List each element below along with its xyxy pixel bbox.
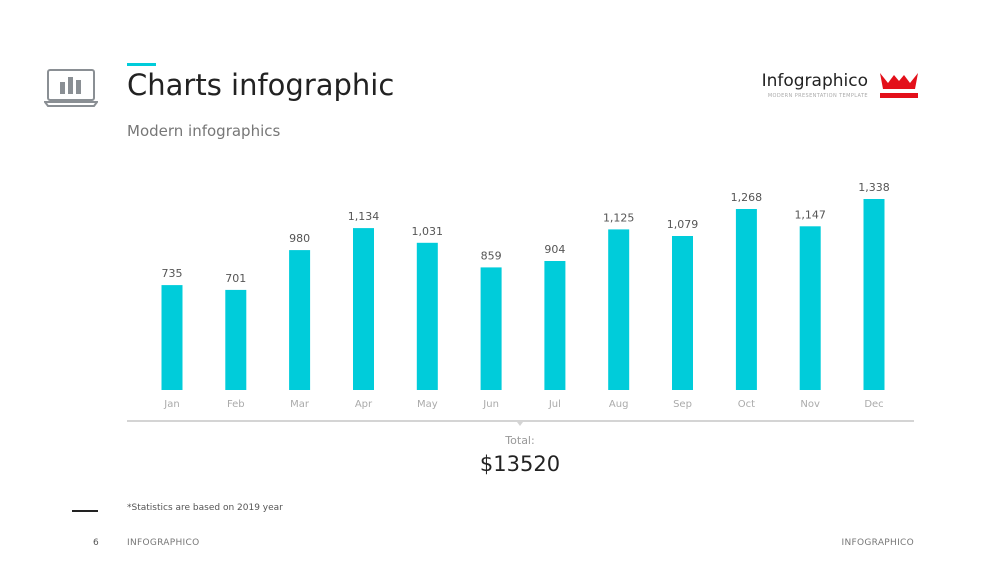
value-label-dec: 1,338 — [858, 181, 890, 194]
total-label: Total: — [505, 434, 535, 447]
value-label-nov: 1,147 — [794, 208, 826, 221]
value-label-may: 1,031 — [412, 225, 444, 238]
category-label-mar: Mar — [290, 399, 310, 410]
bar-oct — [735, 209, 757, 390]
title-accent-line — [127, 63, 156, 66]
value-label-mar: 980 — [289, 232, 310, 245]
category-label-dec: Dec — [864, 399, 883, 410]
bar-nov — [799, 226, 821, 390]
page-title: Charts infographic — [127, 68, 395, 102]
category-label-jul: Jul — [548, 399, 561, 410]
page-subtitle: Modern infographics — [127, 122, 281, 140]
category-label-feb: Feb — [227, 399, 245, 410]
axis-marker-icon — [517, 422, 523, 426]
category-label-nov: Nov — [800, 399, 820, 410]
brand-tagline: MODERN PRESENTATION TEMPLATE — [767, 93, 868, 99]
category-label-oct: Oct — [738, 399, 755, 410]
brand-name: Infographico — [761, 71, 868, 91]
total-value: $13520 — [479, 452, 561, 476]
footer-brand-left: INFOGRAPHICO — [127, 538, 200, 548]
bar-sep — [672, 236, 693, 390]
laptop-chart-icon — [44, 69, 98, 107]
value-label-feb: 701 — [225, 272, 246, 285]
category-label-jan: Jan — [163, 399, 179, 410]
bar-chart: 735 Jan 701 Feb 980 Mar 1,134 Apr 1,031 May 859 Jun… — [127, 181, 914, 426]
bar-mar — [289, 250, 311, 390]
value-label-jun: 859 — [481, 249, 502, 262]
category-label-apr: Apr — [355, 399, 373, 410]
bar-apr — [353, 228, 374, 390]
footnote-divider — [72, 510, 98, 512]
bar-dec — [863, 199, 885, 390]
value-label-jan: 735 — [162, 267, 183, 280]
category-label-aug: Aug — [609, 399, 629, 410]
category-label-sep: Sep — [673, 399, 692, 410]
footer-brand-right: INFOGRAPHICO — [841, 538, 914, 548]
value-label-apr: 1,134 — [348, 210, 380, 223]
page-number: 6 — [93, 538, 99, 548]
bar-jun — [480, 267, 502, 390]
bar-may — [416, 242, 438, 390]
category-label-may: May — [417, 399, 438, 410]
value-label-aug: 1,125 — [603, 211, 635, 224]
bar-feb — [225, 289, 247, 390]
bar-aug — [608, 229, 630, 390]
value-label-oct: 1,268 — [731, 191, 763, 204]
value-label-sep: 1,079 — [667, 218, 699, 231]
value-label-jul: 904 — [544, 243, 565, 256]
bar-jan — [161, 285, 183, 390]
footnote: *Statistics are based on 2019 year — [127, 503, 283, 513]
crown-logo-icon — [880, 73, 918, 98]
bar-jul — [544, 261, 566, 390]
category-label-jun: Jun — [482, 399, 499, 410]
